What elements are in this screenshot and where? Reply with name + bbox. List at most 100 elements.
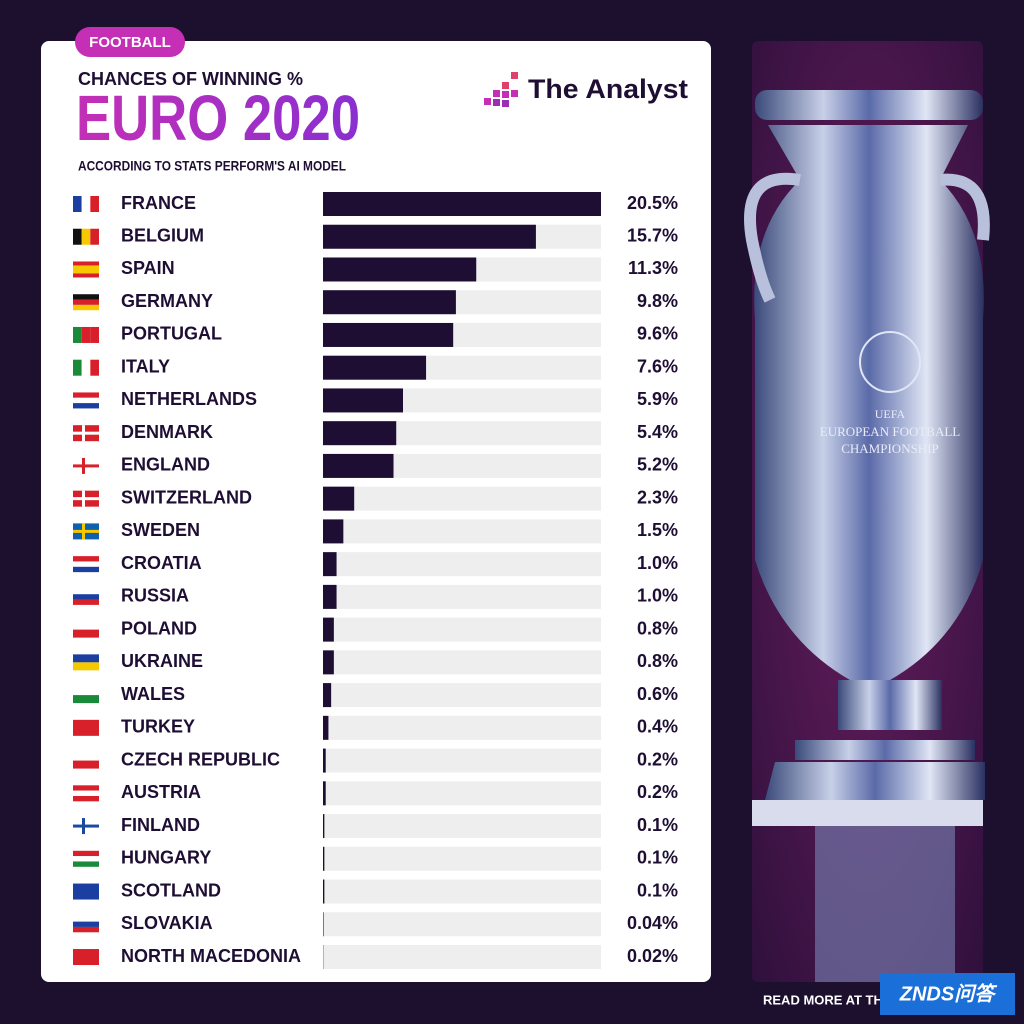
bar-chart: FRANCE 20.5% BELGIUM 15.7% SPAIN 11.3% GERMANY…: [73, 192, 678, 970]
flag: [73, 273, 99, 278]
bar: [323, 355, 427, 380]
flag: [73, 621, 99, 630]
value-label: 20.5%: [627, 193, 678, 213]
value-label: 11.3%: [628, 258, 678, 278]
flag: [73, 529, 99, 533]
bar-track: [323, 617, 601, 642]
flag: [73, 464, 99, 468]
trophy-text: CHAMPIONSHIP: [841, 441, 939, 456]
flag: [73, 196, 82, 212]
bar-track: [323, 879, 601, 904]
flag: [73, 861, 99, 867]
flag: [73, 949, 99, 966]
category-label: CROATIA: [121, 553, 202, 573]
trophy-text: UEFA: [875, 407, 906, 421]
value-label: 7.6%: [637, 356, 678, 376]
flag: [73, 403, 99, 409]
flag: [73, 397, 99, 404]
flag: [73, 269, 99, 274]
category-label: PORTUGAL: [121, 324, 222, 344]
flag: [81, 326, 91, 343]
flag: [73, 392, 99, 398]
flag: [73, 687, 99, 696]
flag: [81, 196, 91, 212]
bar-track: [323, 486, 601, 511]
flag: [73, 752, 99, 761]
flag: [90, 359, 99, 376]
value-label: 5.2%: [637, 455, 678, 475]
category-label: FINLAND: [121, 815, 200, 835]
bar: [323, 650, 334, 675]
category-label: NORTH MACEDONIA: [121, 946, 301, 966]
flag: [73, 654, 99, 663]
bar-track: [323, 715, 601, 740]
subtitle: ACCORDING TO STATS PERFORM'S AI MODEL: [78, 158, 346, 174]
value-label: 9.8%: [637, 291, 678, 311]
value-label: 9.6%: [637, 324, 678, 344]
flag: [82, 818, 85, 835]
value-label: 1.0%: [637, 553, 678, 573]
value-label: 5.9%: [637, 389, 678, 409]
flag: [73, 594, 99, 600]
flag: [81, 359, 91, 376]
value-label: 1.5%: [637, 520, 678, 540]
bar: [323, 715, 329, 740]
flag: [73, 883, 99, 900]
category-label: SLOVAKIA: [121, 913, 213, 933]
flag: [73, 719, 99, 736]
flag: [73, 265, 99, 270]
category-label: SCOTLAND: [121, 880, 221, 900]
flag: [73, 790, 99, 796]
value-label: 0.1%: [637, 848, 678, 868]
category-label: WALES: [121, 684, 185, 704]
bar: [323, 683, 332, 708]
value-label: 0.8%: [637, 651, 678, 671]
brand-logo: [484, 72, 518, 107]
bar: [323, 519, 344, 544]
flag: [73, 599, 99, 605]
tag-pill: [75, 27, 185, 57]
bar: [323, 814, 325, 839]
flag: [82, 425, 85, 442]
bar: [323, 192, 601, 216]
category-label: RUSSIA: [121, 586, 189, 606]
category-label: FRANCE: [121, 193, 196, 213]
value-label: 0.1%: [637, 815, 678, 835]
flag: [73, 326, 82, 343]
bar: [323, 388, 404, 413]
flag: [73, 588, 99, 595]
bar: [323, 912, 324, 937]
brand: The Analyst: [528, 74, 688, 104]
bar-track: [323, 584, 601, 609]
supertitle: CHANCES OF WINNING %: [78, 69, 303, 89]
flag: [73, 856, 99, 862]
bar: [323, 584, 337, 609]
flag: [73, 299, 99, 305]
flag: [73, 561, 99, 567]
value-label: 0.2%: [637, 749, 678, 769]
category-label: GERMANY: [121, 291, 213, 311]
category-label: SWITZERLAND: [121, 487, 252, 507]
value-label: 2.3%: [637, 487, 678, 507]
value-label: 0.02%: [627, 946, 678, 966]
bar: [323, 224, 536, 249]
flag: [81, 228, 91, 245]
category-label: DENMARK: [121, 422, 213, 442]
category-label: ENGLAND: [121, 455, 210, 475]
flag: [73, 785, 99, 791]
bar: [323, 781, 326, 806]
flag: [73, 760, 99, 769]
bar: [323, 748, 326, 773]
flag: [73, 662, 99, 671]
flag: [82, 457, 85, 474]
bar-track: [323, 748, 601, 773]
bar: [323, 257, 477, 282]
flag: [73, 850, 99, 857]
category-label: NETHERLANDS: [121, 389, 257, 409]
category-label: TURKEY: [121, 717, 195, 737]
bar-track: [323, 814, 601, 839]
value-label: 0.4%: [637, 717, 678, 737]
flag: [73, 926, 99, 933]
flag: [73, 629, 99, 638]
